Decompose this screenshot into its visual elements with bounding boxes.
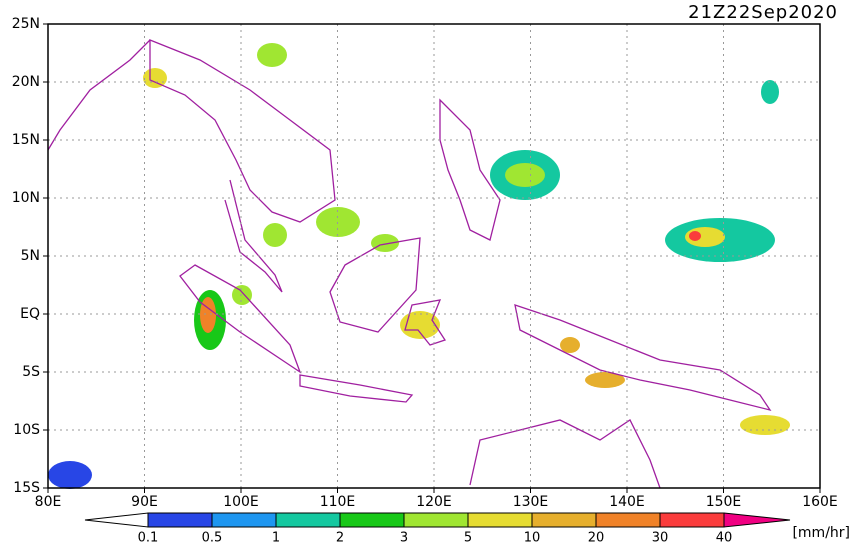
coastline xyxy=(469,419,661,489)
colorbar-segment xyxy=(275,512,341,528)
colorbar-unit: [mm/hr] xyxy=(792,525,850,541)
colorbar-label: 20 xyxy=(588,531,605,544)
rain-cell xyxy=(560,337,580,353)
lat-tick-label: 15N xyxy=(12,132,40,148)
colorbar-label: 0.5 xyxy=(202,531,223,544)
lon-tick-label: 130E xyxy=(513,494,549,510)
map-frame xyxy=(47,23,821,489)
lat-tick-label: 25N xyxy=(12,16,40,32)
coastline xyxy=(299,374,414,403)
precipitation-field xyxy=(48,43,790,489)
colorbar-label: 2 xyxy=(336,531,344,544)
colorbar-label: 1 xyxy=(272,531,280,544)
rain-cell xyxy=(232,285,252,305)
colorbar-segment xyxy=(659,512,725,528)
colorbar-high-end xyxy=(723,512,791,528)
colorbar-label: 0.1 xyxy=(138,531,159,544)
colorbar-segment xyxy=(339,512,405,528)
colorbar-segment xyxy=(211,512,277,528)
coastline xyxy=(514,304,772,412)
coastline xyxy=(404,299,447,346)
lon-tick-label: 140E xyxy=(609,494,645,510)
coastline xyxy=(329,237,421,333)
rain-cell xyxy=(48,461,92,489)
timestamp: 21Z22Sep2020 xyxy=(688,2,838,23)
rain-cell xyxy=(400,311,440,339)
colorbar-segment xyxy=(403,512,469,528)
rain-cell xyxy=(740,415,790,435)
lat-tick-label: 20N xyxy=(12,74,40,90)
lat-tick-label: 5S xyxy=(22,364,40,380)
lat-tick-label: EQ xyxy=(20,306,40,322)
colorbar-label: 5 xyxy=(464,531,472,544)
lon-tick-label: 90E xyxy=(131,494,158,510)
colorbar: 0.1 0.5 1 2 3 5 10 20 30 40 xyxy=(84,512,791,544)
rain-cell xyxy=(371,234,399,252)
lat-tick-label: 5N xyxy=(21,248,40,264)
colorbar-label: 30 xyxy=(652,531,669,544)
colorbar-segment xyxy=(147,512,213,528)
colorbar-segment xyxy=(531,512,597,528)
lon-tick-label: 160E xyxy=(802,494,838,510)
rain-cell xyxy=(761,80,779,104)
colorbar-low-end xyxy=(84,512,149,528)
lon-tick-label: 150E xyxy=(706,494,742,510)
lat-tick-label: 10S xyxy=(13,422,40,438)
coastline xyxy=(439,98,501,241)
coastlines xyxy=(47,39,772,489)
colorbar-label: 10 xyxy=(524,531,541,544)
lon-tick-label: 110E xyxy=(320,494,356,510)
colorbar-segment xyxy=(467,512,533,528)
rain-cell xyxy=(505,163,545,187)
lon-tick-label: 100E xyxy=(223,494,259,510)
colorbar-segment xyxy=(595,512,661,528)
coastline xyxy=(224,179,283,293)
rain-cell xyxy=(263,223,287,247)
colorbar-label: 3 xyxy=(400,531,408,544)
coastline xyxy=(47,39,151,151)
lon-tick-label: 120E xyxy=(416,494,452,510)
rain-cell xyxy=(689,231,701,241)
colorbar-label: 40 xyxy=(716,531,733,544)
coastline xyxy=(179,264,302,374)
rain-cell xyxy=(585,372,625,388)
lat-tick-label: 10N xyxy=(12,190,40,206)
lon-tick-label: 80E xyxy=(35,494,62,510)
coastline xyxy=(149,39,336,223)
rain-cell xyxy=(200,297,216,333)
rain-cell xyxy=(143,68,167,88)
rain-cell xyxy=(257,43,287,67)
lat-tick-label: 15S xyxy=(13,480,40,496)
